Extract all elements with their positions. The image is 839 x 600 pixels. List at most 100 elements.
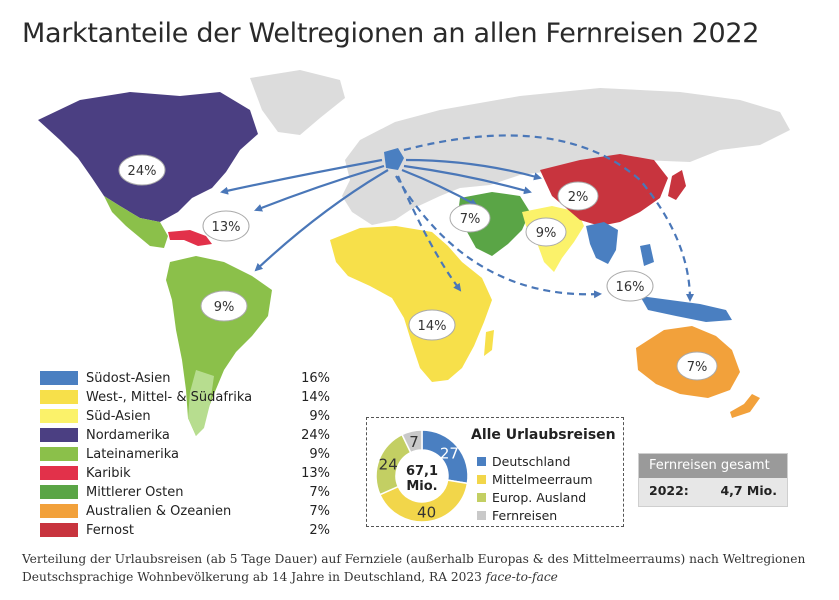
bubble-fernost: 2% [557,181,599,211]
legend-value: 7% [309,504,330,519]
donut-label-0: 27 [440,445,459,463]
urlaub-legend-deutschland: Deutschland [477,454,570,469]
donut-segment-1 [378,479,469,523]
donut-segments [375,429,469,523]
arrows-dashed [395,134,694,302]
region-deutschland [384,148,404,170]
footer-line-2-italic: face-to-face [485,570,558,584]
legend-value: 24% [301,428,330,443]
footer-line-1: Verteilung der Urlaubsreisen (ab 5 Tage … [22,552,806,566]
arrow-fernost [405,158,542,181]
legend-value: 14% [301,390,330,405]
page-title: Marktanteile der Weltregionen an allen F… [22,18,760,49]
legend-row-afrika: West-, Mittel- & Südafrika 14% [40,388,330,407]
footer-line-2-text: Deutschsprachige Wohnbevölkerung ab 14 J… [22,570,486,584]
legend-swatch [40,390,78,404]
urlaub-legend-swatch [477,475,486,484]
urlaub-legend-label: Deutschland [492,454,571,469]
region-suedamerika-south [188,370,214,436]
region-neuseeland [730,394,760,418]
svg-text:13%: 13% [212,220,241,235]
legend-row-nordamerika: Nordamerika 24% [40,426,330,445]
legend-swatch [40,523,78,537]
legend-label: Südost-Asien [86,371,171,386]
land-greenland [250,70,345,135]
svg-text:7%: 7% [460,212,481,227]
legend: Südost-Asien 16% West-, Mittel- & Südafr… [40,369,330,540]
region-karibik [168,230,212,246]
urlaub-legend-swatch [477,493,486,502]
urlaubsreisen-title: Alle Urlaubsreisen [471,427,616,443]
region-mittelamerika [104,196,168,248]
legend-row-fernost: Fernost 2% [40,521,330,540]
urlaubsreisen-donut: 27 40 24 7 67,1 Mio. [375,429,469,523]
legend-swatch [40,447,78,461]
legend-swatch [40,371,78,385]
arrow-suedost-asien [395,175,602,299]
region-indonesien [640,296,732,322]
arrows-solid [220,158,542,272]
urlaub-legend-swatch [477,457,486,466]
legend-value: 13% [301,466,330,481]
urlaub-legend-label: Europ. Ausland [492,490,587,505]
donut-segment-3 [401,429,423,454]
legend-row-karibik: Karibik 13% [40,464,330,483]
region-japan [668,170,686,200]
legend-label: Fernost [86,523,134,538]
fernreisen-gesamt-value: 4,7 Mio. [720,483,777,498]
region-suedost-asien [586,222,618,264]
arrow-lateinamerika [254,169,389,272]
donut-labels: 27 40 24 7 [379,433,459,522]
legend-swatch [40,485,78,499]
legend-label: Lateinamerika [86,447,180,462]
legend-label: West-, Mittel- & Südafrika [86,390,253,405]
legend-value: 9% [309,409,330,424]
legend-label: Süd-Asien [86,409,151,424]
fernreisen-gesamt-row: 2022: 4,7 Mio. [639,478,787,504]
bubble-karibik: 13% [202,210,250,242]
legend-label: Karibik [86,466,131,481]
urlaub-legend-label: Fernreisen [492,508,558,523]
urlaub-legend-fernreisen: Fernreisen [477,508,557,523]
urlaub-legend-europ-ausland: Europ. Ausland [477,490,586,505]
fernreisen-gesamt-year: 2022: [649,483,689,498]
arrow-australien [403,134,694,302]
legend-swatch [40,428,78,442]
region-afrika [330,226,492,382]
donut-center-value: 67,1 [406,464,438,479]
bubble-sued-asien: 9% [525,217,567,247]
donut-center-unit: Mio. [406,479,437,494]
bubble-nordamerika: 24% [118,154,166,186]
arrow-sued-asien [403,164,532,195]
legend-swatch [40,466,78,480]
legend-swatch [40,409,78,423]
legend-row-lateinamerika: Lateinamerika 9% [40,445,330,464]
footer-line-2: Deutschsprachige Wohnbevölkerung ab 14 J… [22,568,805,586]
bubble-afrika: 14% [408,309,456,341]
svg-text:9%: 9% [214,300,235,315]
svg-text:14%: 14% [418,319,447,334]
bubble-australien: 7% [676,351,718,381]
region-philippinen [640,244,654,266]
svg-text:16%: 16% [616,280,645,295]
arrow-nordamerika [220,158,383,195]
footer-note: Verteilung der Urlaubsreisen (ab 5 Tage … [22,550,805,586]
urlaub-legend-mittelmeerraum: Mittelmeerraum [477,472,593,487]
fernreisen-gesamt-box: Fernreisen gesamt 2022: 4,7 Mio. [638,453,788,507]
region-madagaskar [484,330,494,356]
urlaub-legend-swatch [477,511,486,520]
donut-label-2: 24 [379,456,398,474]
legend-label: Mittlerer Osten [86,485,184,500]
land-europe-russia [342,88,790,225]
svg-text:24%: 24% [128,164,157,179]
svg-text:2%: 2% [568,190,589,205]
bubble-suedost-asien: 16% [606,270,654,302]
donut-label-1: 40 [417,504,436,522]
legend-value: 2% [309,523,330,538]
legend-label: Nordamerika [86,428,170,443]
legend-row-suedost-asien: Südost-Asien 16% [40,369,330,388]
urlaub-legend-label: Mittelmeerraum [492,472,593,487]
bubble-lateinamerika: 9% [200,290,248,322]
legend-value: 7% [309,485,330,500]
urlaubsreisen-box: 27 40 24 7 67,1 Mio. Alle Urlaubsreisen Deu… [366,417,624,527]
